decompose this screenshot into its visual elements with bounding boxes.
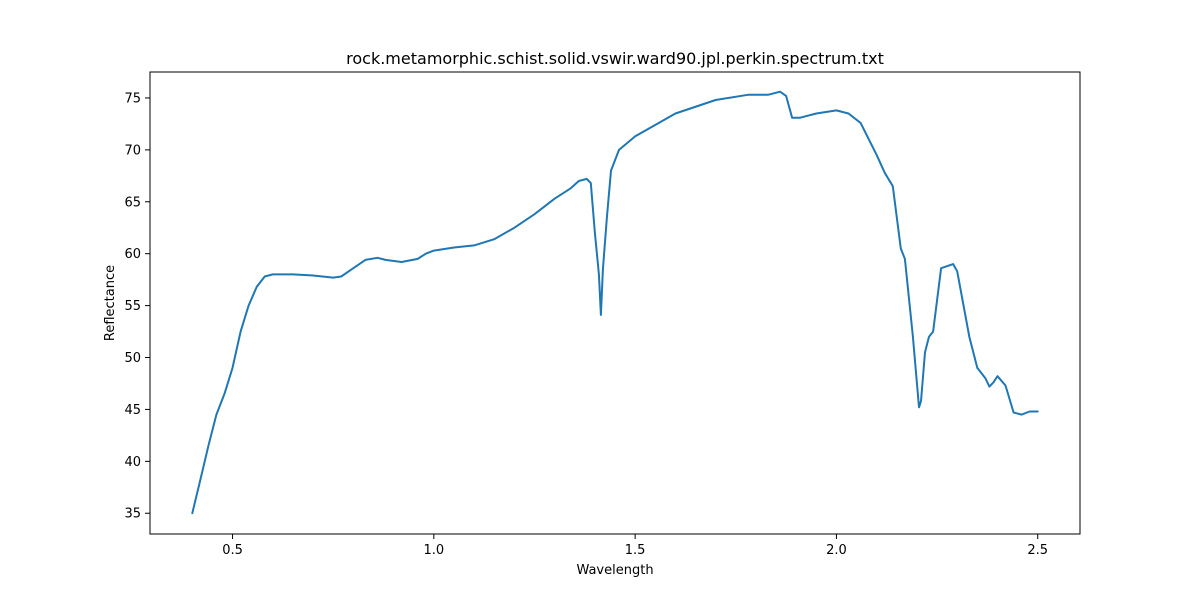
x-tick-label: 1.5 [625,543,646,558]
x-tick-label: 1.0 [423,543,444,558]
plot-frame [149,71,1081,535]
y-tick-label: 65 [124,195,141,210]
y-axis-ticks: 35 40 45 50 55 60 65 70 75 [124,91,150,522]
y-tick-label: 35 [124,507,141,522]
chart-title: rock.metamorphic.schist.solid.vswir.ward… [346,49,884,68]
y-tick-label: 50 [124,351,141,366]
plot-background [150,72,1080,534]
y-tick-label: 60 [124,247,141,262]
y-tick-label: 70 [124,143,141,158]
y-tick-label: 45 [124,403,141,418]
x-tick-label: 2.5 [1027,543,1048,558]
x-tick-label: 2.0 [826,543,847,558]
series-layer [191,90,1039,515]
y-tick-label: 55 [124,299,141,314]
y-tick-label: 75 [124,91,141,106]
y-tick-label: 40 [124,455,141,470]
series-line-0 [191,90,1039,515]
x-axis-label: Wavelength [576,563,653,578]
x-axis-ticks: 0.5 1.0 1.5 2.0 2.5 [222,534,1048,558]
y-axis-label: Reflectance [103,265,118,341]
x-tick-label: 0.5 [222,543,243,558]
